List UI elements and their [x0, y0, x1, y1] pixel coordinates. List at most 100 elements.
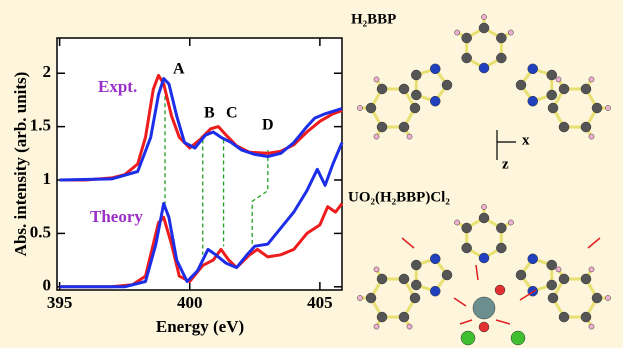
atom — [374, 324, 379, 329]
plot-area — [57, 38, 342, 290]
atom — [581, 312, 591, 322]
atom — [589, 267, 594, 272]
atom — [462, 243, 472, 253]
atom — [556, 77, 561, 82]
atom — [516, 80, 526, 90]
atom — [430, 64, 440, 74]
atom — [508, 30, 513, 35]
atom — [455, 30, 460, 35]
y-tick-label: 1 — [43, 169, 52, 188]
atom — [481, 204, 486, 209]
atom — [374, 267, 379, 272]
atom — [430, 96, 440, 106]
annotation: D — [262, 117, 274, 134]
arrow — [588, 238, 600, 248]
axis-z-label: z — [502, 156, 509, 172]
atom — [548, 293, 558, 303]
atom — [462, 33, 472, 43]
atom — [479, 213, 489, 223]
annotation: C — [226, 105, 238, 122]
y-axis-label: Abs. intensity (arb. units) — [11, 72, 30, 257]
figure: 39540040500.511.52 Energy (eV) Abs. inte… — [0, 0, 623, 348]
atom — [366, 103, 376, 113]
atom — [399, 122, 409, 132]
x-tick-label: 395 — [47, 293, 73, 312]
atom — [357, 105, 362, 110]
y-tick-label: 0 — [43, 276, 52, 295]
atom — [495, 285, 505, 295]
annotation: B — [204, 105, 215, 122]
atom — [528, 254, 538, 264]
atom — [479, 23, 489, 33]
atom — [377, 122, 387, 132]
atom — [496, 33, 506, 43]
atom — [496, 223, 506, 233]
atom — [516, 270, 526, 280]
atom — [410, 293, 420, 303]
atom — [462, 53, 472, 63]
atom — [461, 331, 475, 345]
arrow — [460, 320, 472, 324]
atom — [547, 280, 557, 290]
atom — [581, 84, 591, 94]
atom — [377, 274, 387, 284]
atom — [374, 77, 379, 82]
atom — [473, 297, 495, 319]
atom — [410, 103, 420, 113]
atom — [430, 254, 440, 264]
atom — [411, 90, 421, 100]
molecules — [357, 14, 610, 345]
atom — [559, 122, 569, 132]
atom — [411, 70, 421, 80]
arrow — [476, 265, 478, 280]
atom — [455, 220, 460, 225]
atom — [357, 295, 362, 300]
atom — [496, 243, 506, 253]
atom — [528, 96, 538, 106]
atom — [399, 84, 409, 94]
atom — [407, 134, 412, 139]
atom — [528, 64, 538, 74]
atom — [592, 293, 602, 303]
atom — [479, 63, 489, 73]
atom — [411, 260, 421, 270]
atom — [508, 220, 513, 225]
atom — [547, 90, 557, 100]
atom — [399, 312, 409, 322]
atom — [496, 53, 506, 63]
atom — [442, 80, 452, 90]
axis-x-label: x — [522, 132, 530, 148]
y-tick-label: 1.5 — [30, 116, 51, 135]
atom — [547, 70, 557, 80]
annotation: A — [173, 61, 185, 78]
atom — [479, 322, 489, 332]
atom — [581, 122, 591, 132]
molecule-label: H₂BBP — [351, 11, 396, 27]
atom — [592, 103, 602, 113]
atom — [559, 84, 569, 94]
atom — [589, 134, 594, 139]
x-axis-label: Energy (eV) — [156, 317, 244, 336]
atom — [377, 84, 387, 94]
atom — [589, 77, 594, 82]
atom — [605, 105, 610, 110]
atom — [559, 312, 569, 322]
x-tick-label: 405 — [307, 293, 333, 312]
atom — [581, 274, 591, 284]
molecule-label: UO₂(H₂BBP)Cl₂ — [348, 189, 450, 205]
atom — [411, 280, 421, 290]
atom — [605, 295, 610, 300]
atom — [374, 134, 379, 139]
atom — [366, 293, 376, 303]
annotation: Expt. — [98, 77, 137, 96]
atom — [548, 103, 558, 113]
annotation: Theory — [90, 207, 143, 226]
atom — [559, 274, 569, 284]
atom — [462, 223, 472, 233]
atom — [377, 312, 387, 322]
atom — [399, 274, 409, 284]
atom — [511, 331, 525, 345]
y-tick-label: 0.5 — [30, 222, 51, 241]
x-tick-label: 400 — [177, 293, 203, 312]
atom — [430, 286, 440, 296]
